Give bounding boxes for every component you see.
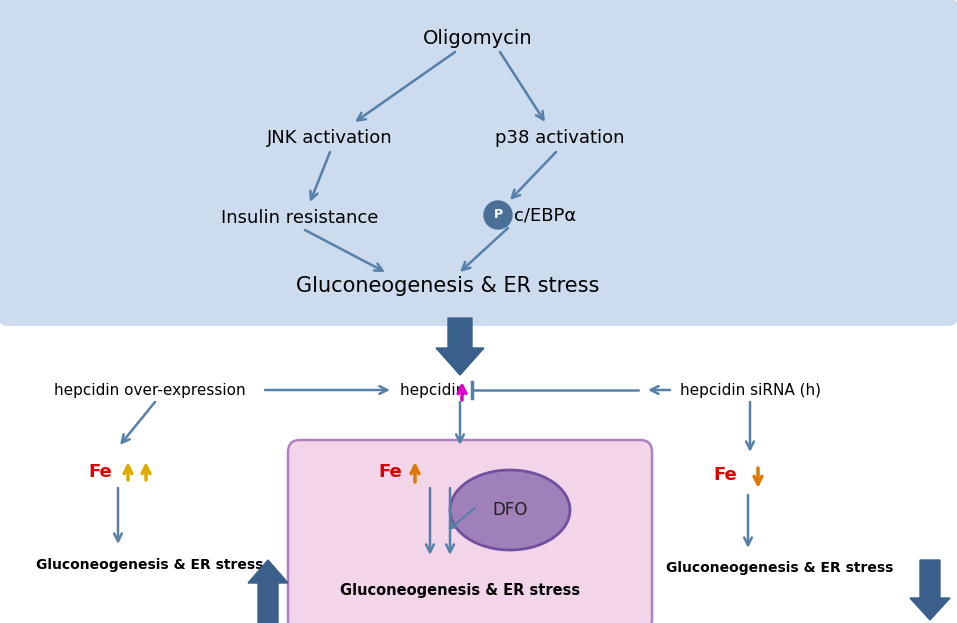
- Text: hepcidin siRNA (h): hepcidin siRNA (h): [679, 383, 820, 397]
- Text: Insulin resistance: Insulin resistance: [221, 209, 379, 227]
- Text: Gluconeogenesis & ER stress: Gluconeogenesis & ER stress: [36, 558, 264, 572]
- Text: Gluconeogenesis & ER stress: Gluconeogenesis & ER stress: [666, 561, 894, 575]
- Text: Oligomycin: Oligomycin: [423, 29, 533, 47]
- Circle shape: [484, 201, 512, 229]
- Polygon shape: [910, 560, 950, 620]
- Text: DFO: DFO: [492, 501, 527, 519]
- Text: c/EBPα: c/EBPα: [514, 206, 576, 224]
- Text: Fe: Fe: [713, 466, 737, 484]
- Text: p38 activation: p38 activation: [496, 129, 625, 147]
- Text: Gluconeogenesis & ER stress: Gluconeogenesis & ER stress: [297, 276, 600, 296]
- Text: Gluconeogenesis & ER stress: Gluconeogenesis & ER stress: [340, 583, 580, 597]
- Text: hepcidin: hepcidin: [400, 383, 470, 397]
- Text: Fe: Fe: [88, 463, 112, 481]
- Text: Fe: Fe: [378, 463, 402, 481]
- FancyBboxPatch shape: [288, 440, 652, 623]
- Ellipse shape: [450, 470, 570, 550]
- FancyBboxPatch shape: [0, 0, 957, 326]
- Polygon shape: [248, 560, 288, 623]
- Text: hepcidin over-expression: hepcidin over-expression: [55, 383, 246, 397]
- Text: JNK activation: JNK activation: [267, 129, 392, 147]
- Polygon shape: [436, 318, 484, 375]
- Text: P: P: [494, 209, 502, 222]
